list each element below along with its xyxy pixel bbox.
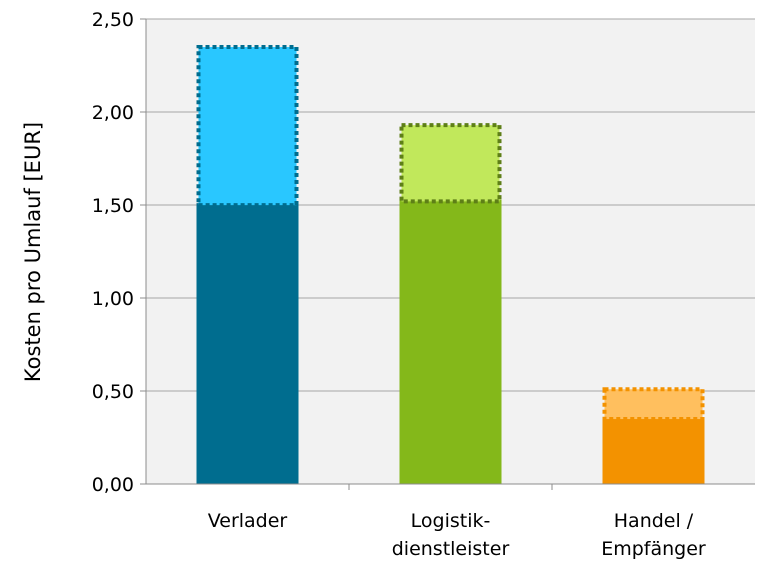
y-tick-label: 1,50	[92, 195, 134, 217]
bar-segment-upper	[196, 45, 299, 208]
x-tick-label: Verlader	[208, 510, 288, 532]
y-tick-label: 1,00	[92, 288, 134, 310]
y-tick-label: 0,00	[92, 474, 134, 496]
y-tick-label: 2,50	[92, 9, 134, 31]
x-tick-label: Handel / Empfänger	[601, 510, 706, 560]
y-tick-label: 0,50	[92, 381, 134, 403]
bar-segment-upper	[602, 387, 705, 422]
tick-labels: 0,00 0,50 1,00 1,50 2,00 2,50 Verlader Logistik…	[92, 9, 706, 560]
y-axis-label: Kosten pro Umlauf [EUR]	[21, 122, 45, 382]
bars	[196, 45, 705, 485]
bar-segment-base	[196, 203, 299, 484]
y-tick-label: 2,00	[92, 102, 134, 124]
x-tick-label: Logistik-dienstleister	[392, 510, 510, 560]
bar-segment-base	[602, 417, 705, 484]
axes	[140, 18, 755, 490]
bar-segment-base	[399, 199, 502, 485]
bar-segment-upper	[399, 123, 502, 204]
